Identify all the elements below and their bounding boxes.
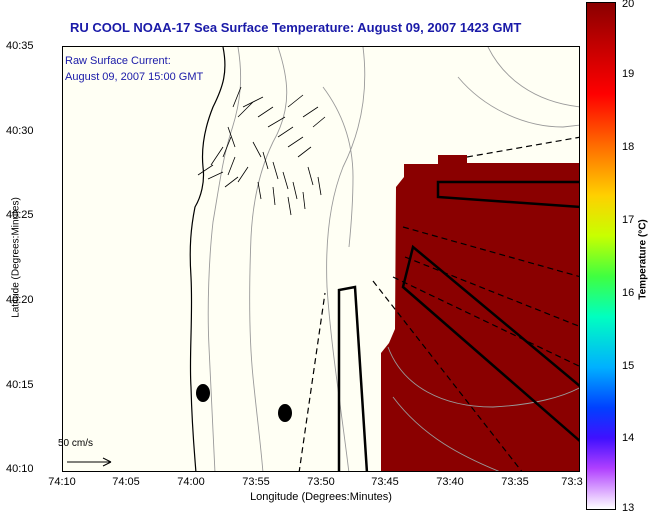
coastline	[189, 47, 226, 471]
bathymetry-contours	[207, 47, 579, 471]
x-tick: 73:3	[561, 476, 583, 488]
survey-tracks	[337, 180, 579, 471]
current-legend-line2: August 09, 2007 15:00 GMT	[65, 71, 204, 83]
x-tick: 73:45	[371, 476, 399, 488]
y-tick: 40:15	[6, 379, 34, 391]
colorbar-tick: 15	[622, 360, 635, 372]
sst-map-panel: Raw Surface Current: August 09, 2007 15:…	[62, 46, 580, 472]
colorbar-tick: 20	[622, 0, 635, 10]
x-tick: 73:55	[242, 476, 270, 488]
y-tick: 40:25	[6, 209, 34, 221]
y-tick: 40:10	[6, 463, 34, 475]
x-tick: 73:35	[501, 476, 529, 488]
mooring-marker-east	[278, 404, 292, 422]
y-tick: 40:35	[6, 40, 34, 52]
y-tick: 40:30	[6, 125, 34, 137]
colorbar-tick: 17	[622, 214, 635, 226]
scale-label: 50 cm/s	[58, 438, 94, 449]
x-tick: 73:50	[307, 476, 335, 488]
y-tick: 40:20	[6, 294, 34, 306]
colorbar-label: Temperature (°C)	[637, 219, 649, 300]
scale-arrow	[67, 457, 112, 467]
colorbar-tick: 14	[622, 432, 635, 444]
y-axis-label: Latitude (Degrees:Minutes)	[10, 197, 22, 318]
x-tick: 74:00	[177, 476, 205, 488]
mooring-marker-west	[196, 384, 210, 402]
x-tick: 74:10	[48, 476, 76, 488]
sst-data-region	[381, 155, 579, 471]
colorbar-tick: 16	[622, 287, 635, 299]
colorbar-tick: 13	[622, 502, 635, 514]
surface-current-vectors	[197, 86, 326, 216]
temperature-colorbar	[586, 2, 616, 510]
x-tick: 74:05	[112, 476, 140, 488]
map-canvas	[67, 47, 579, 471]
x-axis-label: Longitude (Degrees:Minutes)	[250, 491, 392, 503]
colorbar-tick: 19	[622, 68, 635, 80]
colorbar-tick: 18	[622, 141, 635, 153]
map-title: RU COOL NOAA-17 Sea Surface Temperature:…	[70, 20, 522, 35]
x-tick: 73:40	[436, 476, 464, 488]
current-legend-line1: Raw Surface Current:	[65, 55, 171, 67]
radar-beam-lines	[298, 136, 579, 471]
